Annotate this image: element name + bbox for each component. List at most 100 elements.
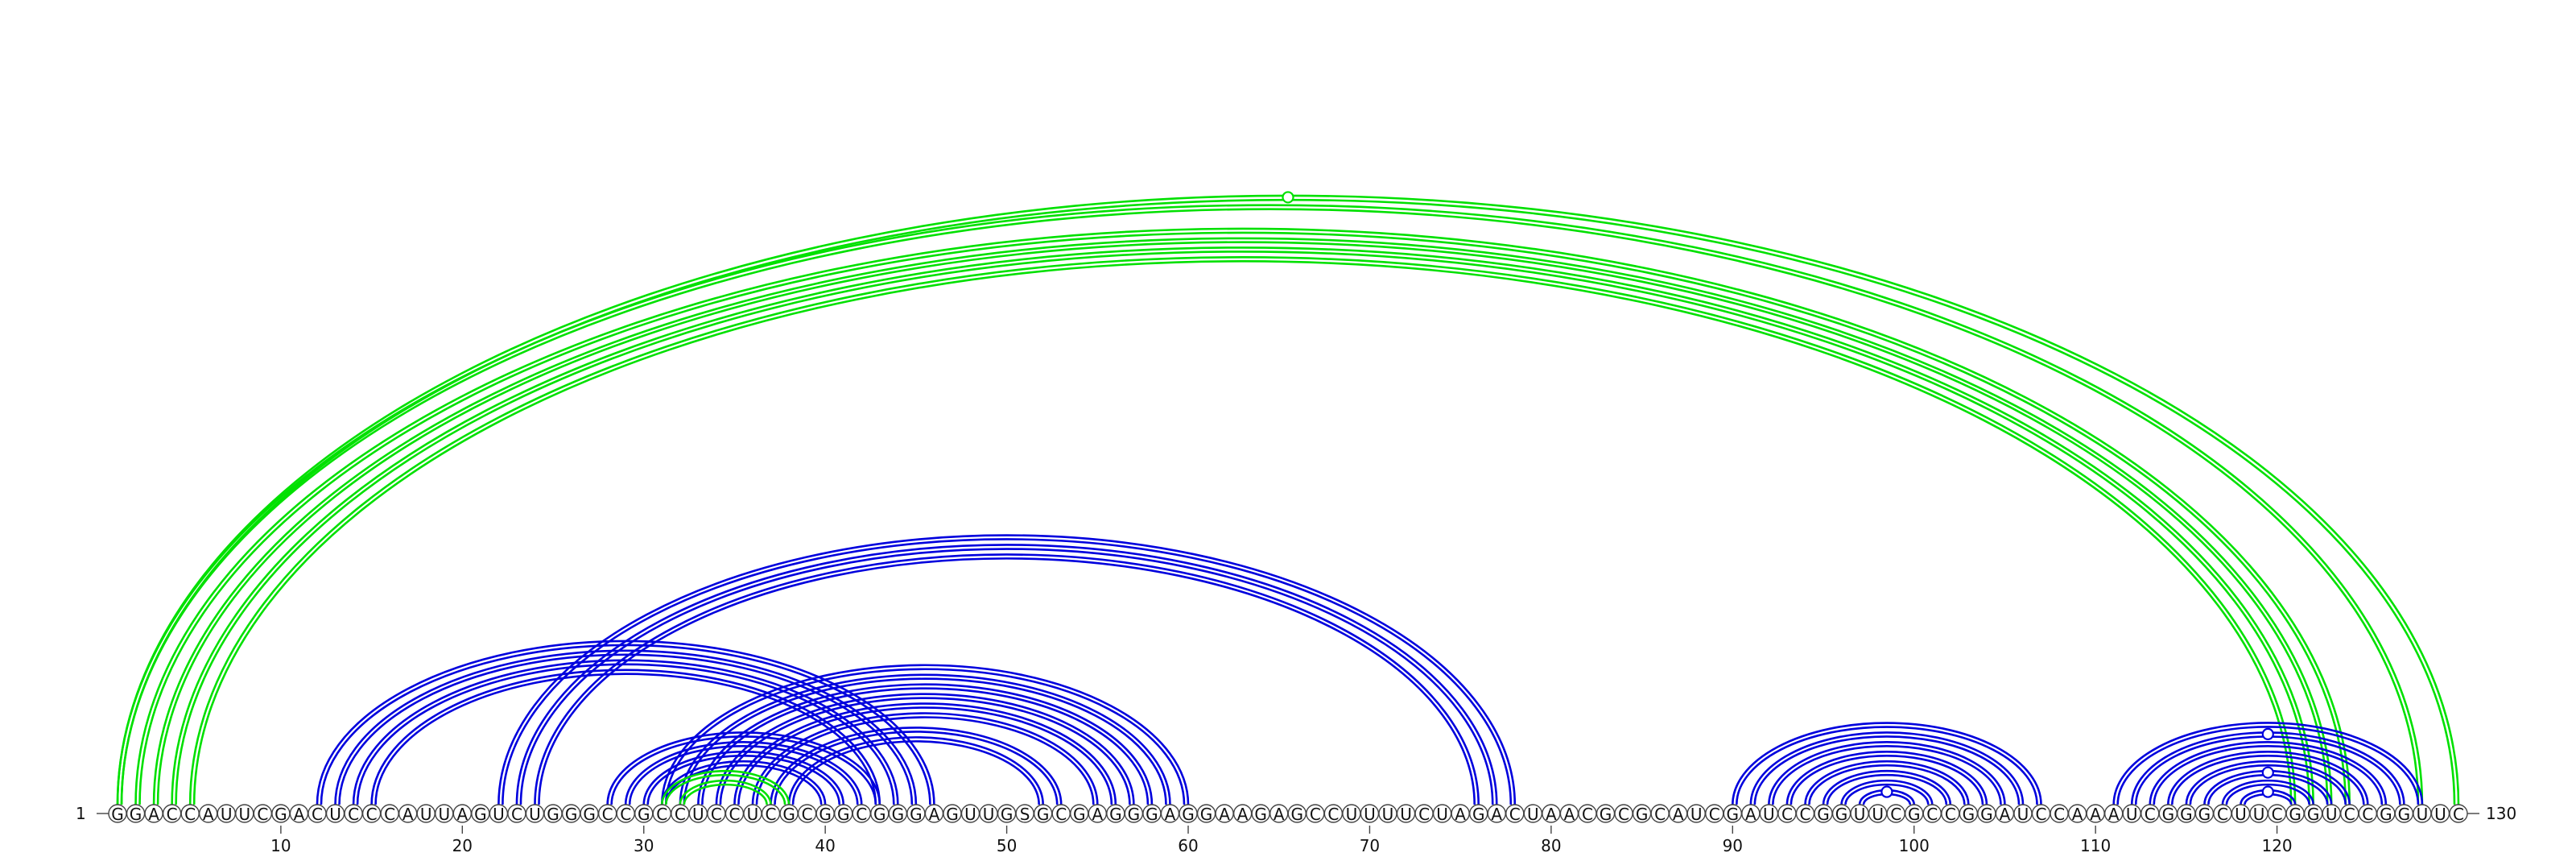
nucleotide-72: U <box>1396 804 1416 824</box>
nucleotide-letter: C <box>384 805 395 824</box>
arc-stroke <box>534 553 1480 805</box>
nucleotide-letter: G <box>1146 805 1158 824</box>
nucleotide-letter: G <box>1980 805 1993 824</box>
nucleotide-28: C <box>597 804 617 824</box>
nucleotide-letter: C <box>511 805 522 824</box>
nucleotide-letter: G <box>819 805 832 824</box>
arc-stroke <box>642 750 845 805</box>
nucleotide-letter: A <box>2072 805 2083 824</box>
tick-110: 110 <box>2080 826 2111 855</box>
nucleotide-letter: G <box>474 805 487 824</box>
nucleotide-67: C <box>1306 804 1325 824</box>
nucleotide-letter: G <box>2198 805 2211 824</box>
tick-label: 70 <box>1360 836 1380 855</box>
nucleotide-letter: C <box>620 805 631 824</box>
nucleotide-77: A <box>1487 804 1506 824</box>
nucleotide-22: U <box>489 804 509 824</box>
nucleotide-letter: G <box>2307 805 2320 824</box>
nucleotide-letter: C <box>1945 805 1956 824</box>
nucleotide-103: G <box>1959 804 1979 824</box>
arc-111-128 <box>2112 722 2424 805</box>
end-index-label: 130 <box>2486 804 2516 823</box>
nucleotide-42: C <box>852 804 871 824</box>
tick-60: 60 <box>1178 826 1199 855</box>
nucleotide-60: G <box>1179 804 1198 824</box>
tick-100: 100 <box>1899 826 1930 855</box>
nucleotide-letter: G <box>1636 805 1649 824</box>
arc-stroke <box>2149 741 2388 805</box>
nucleotide-102: C <box>1941 804 1960 824</box>
nucleotide-20: A <box>452 804 473 824</box>
nucleotide-letter: A <box>2090 805 2101 824</box>
arc-stroke <box>118 205 2422 805</box>
arc-stroke <box>664 764 823 805</box>
nucleotide-35: C <box>724 804 745 824</box>
arc-stroke <box>497 534 1517 805</box>
nucleotide-73: C <box>1414 804 1434 824</box>
nucleotide-letter: U <box>1364 805 1376 824</box>
nucleotide-83: G <box>1596 804 1616 824</box>
nucleotide-letter: C <box>1418 805 1430 824</box>
nucleotide-letter: U <box>1382 805 1394 824</box>
nucleotide-59: A <box>1160 804 1180 824</box>
nucleotide-87: A <box>1668 804 1688 824</box>
nucleotide-letter: A <box>1491 805 1502 824</box>
arc-stroke <box>122 209 2418 805</box>
arc-stroke <box>502 538 1513 805</box>
nucleotide-94: C <box>1795 804 1815 824</box>
nucleotide-126: G <box>2376 804 2396 824</box>
nucleotide-letter: A <box>1165 805 1176 824</box>
arc-32-59 <box>679 673 1171 805</box>
tick-label: 120 <box>2261 836 2292 855</box>
nucleotide-48: U <box>960 804 980 824</box>
nucleotide-82: C <box>1578 804 1597 824</box>
arc-4-122 <box>172 247 2314 805</box>
nucleotide-19: U <box>435 804 454 824</box>
nucleotide-121: G <box>2285 804 2305 824</box>
tick-label: 40 <box>815 836 835 855</box>
nucleotide-75: A <box>1451 804 1470 824</box>
nucleotide-122: G <box>2303 804 2323 824</box>
arc-29-42 <box>624 741 863 805</box>
nucleotide-letter: C <box>802 805 813 824</box>
tick-50: 50 <box>997 826 1017 855</box>
tick-80: 80 <box>1541 826 1562 855</box>
nucleotide-letter: G <box>2162 805 2175 824</box>
nucleotide-letter: C <box>2344 805 2355 824</box>
nucleotide-57: G <box>1124 804 1144 824</box>
nucleotide-125: C <box>2358 804 2377 824</box>
nucleotide-26: G <box>561 804 581 824</box>
arc-marker <box>2261 785 2274 798</box>
arc-stroke <box>2185 760 2351 805</box>
nucleotide-letter: U <box>1690 805 1703 824</box>
nucleotide-13: U <box>325 804 345 824</box>
arc-stroke <box>751 712 1099 805</box>
nucleotide-31: C <box>652 804 671 824</box>
nucleotide-24: U <box>525 804 545 824</box>
arc-stroke <box>370 669 881 805</box>
nucleotide-105: A <box>1995 804 2015 824</box>
nucleotide-51: S <box>1015 804 1034 824</box>
nucleotide-66: G <box>1287 804 1307 824</box>
nucleotide-2: G <box>126 804 146 824</box>
nucleotide-3: A <box>144 804 163 824</box>
arc-stroke <box>519 548 1494 805</box>
nucleotide-92: U <box>1759 804 1779 824</box>
arc-stroke <box>1772 745 2002 805</box>
nucleotide-99: C <box>1886 804 1905 824</box>
nucleotide-letter: G <box>1001 805 1013 824</box>
nucleotide-letter: C <box>1654 805 1666 824</box>
tick-label: 90 <box>1723 836 1743 855</box>
nucleotide-letter: C <box>1709 805 1720 824</box>
nucleotide-36: U <box>743 804 762 824</box>
nucleotide-letter: C <box>2145 805 2156 824</box>
nucleotide-letter: A <box>1564 805 1575 824</box>
arc-stroke <box>733 702 1117 805</box>
arc-2-124 <box>136 229 2350 805</box>
nucleotide-letter: A <box>1745 805 1757 824</box>
arcs-layer <box>118 194 2460 805</box>
nucleotide-letter: G <box>130 805 142 824</box>
ticks-layer: 10 20 30 40 50 60 70 80 90 100 110 120 <box>270 826 2293 855</box>
nucleotide-80: A <box>1542 804 1561 824</box>
nucleotide-letter: A <box>2108 805 2120 824</box>
